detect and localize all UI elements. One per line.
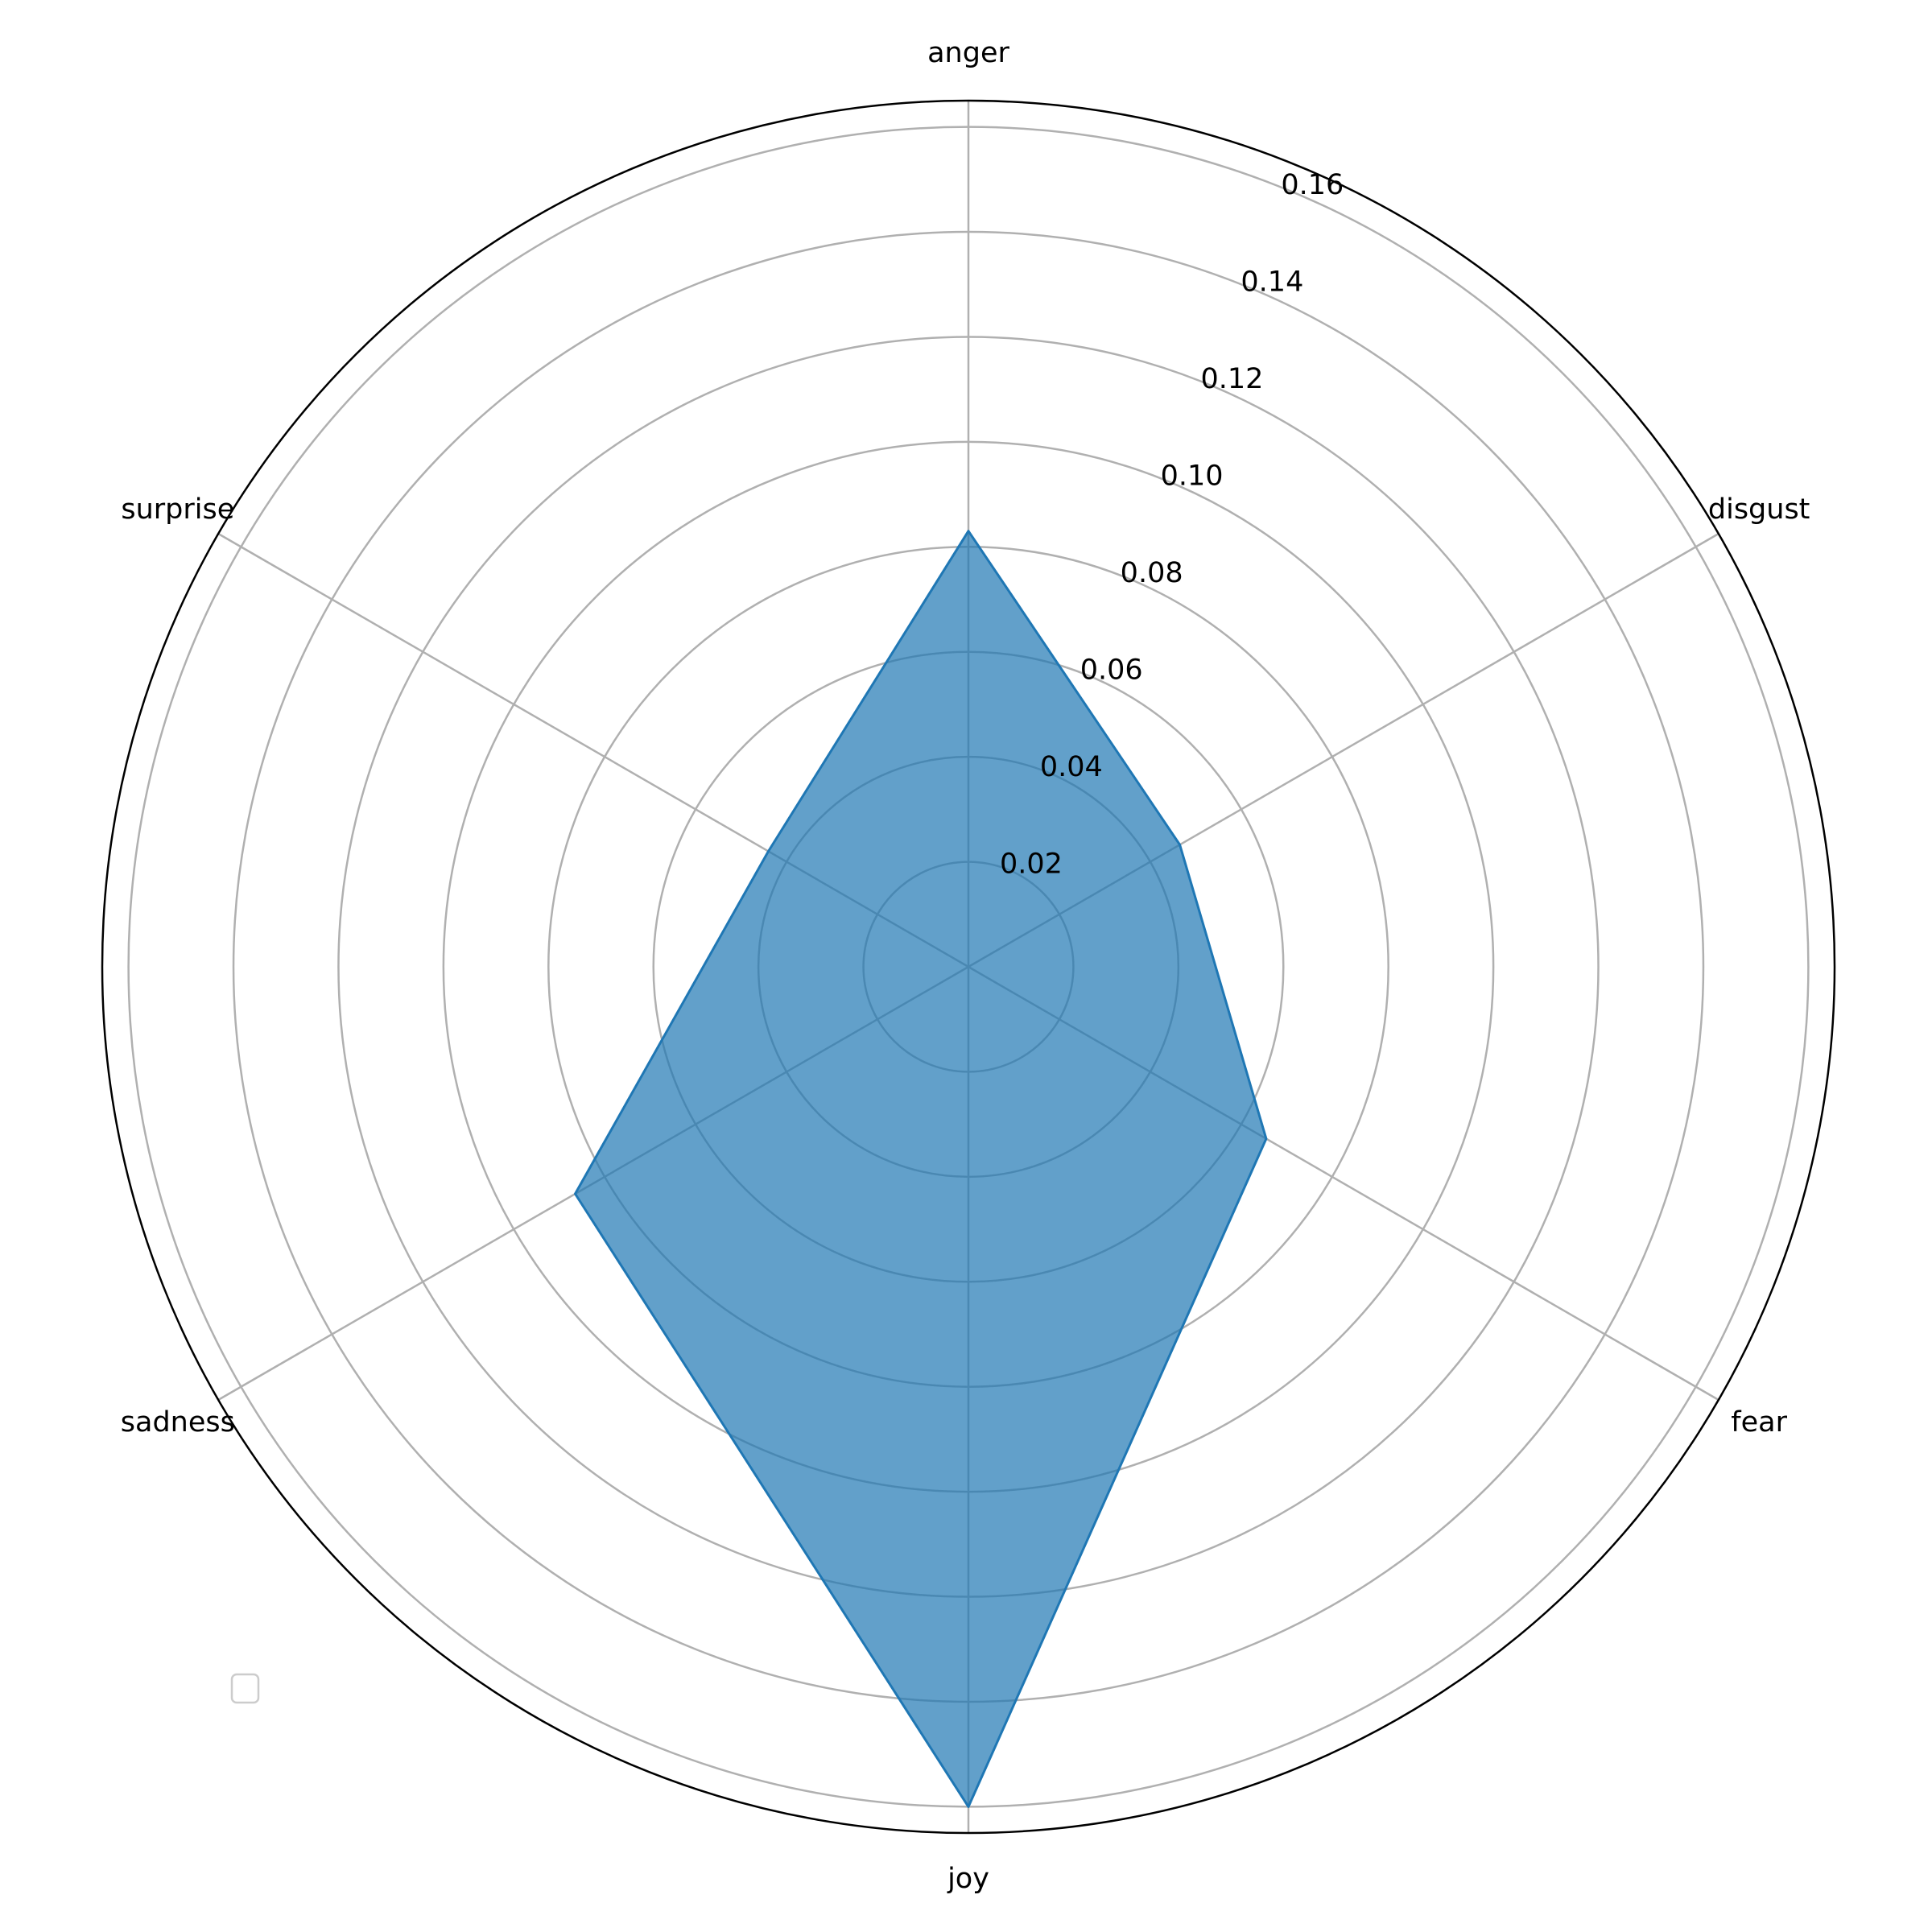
category-label: joy — [947, 1863, 989, 1895]
y-tick-label: 0.14 — [1241, 266, 1303, 299]
category-label: anger — [927, 37, 1009, 69]
y-tick-label: 0.04 — [1040, 751, 1103, 783]
y-tick-label: 0.12 — [1200, 363, 1263, 395]
category-label: fear — [1731, 1406, 1787, 1439]
outer-frame — [101, 99, 1836, 1835]
y-tick-label: 0.16 — [1281, 169, 1344, 201]
category-label: disgust — [1708, 493, 1810, 526]
y-tick-label: 0.06 — [1080, 654, 1143, 687]
category-label: sadness — [121, 1406, 235, 1439]
y-tick-label: 0.02 — [1000, 848, 1063, 881]
legend-box — [230, 1673, 260, 1704]
category-label: surprise — [121, 493, 234, 526]
y-tick-label: 0.08 — [1121, 557, 1183, 589]
data-area — [574, 530, 1268, 1808]
y-tick-label: 0.10 — [1161, 460, 1224, 493]
